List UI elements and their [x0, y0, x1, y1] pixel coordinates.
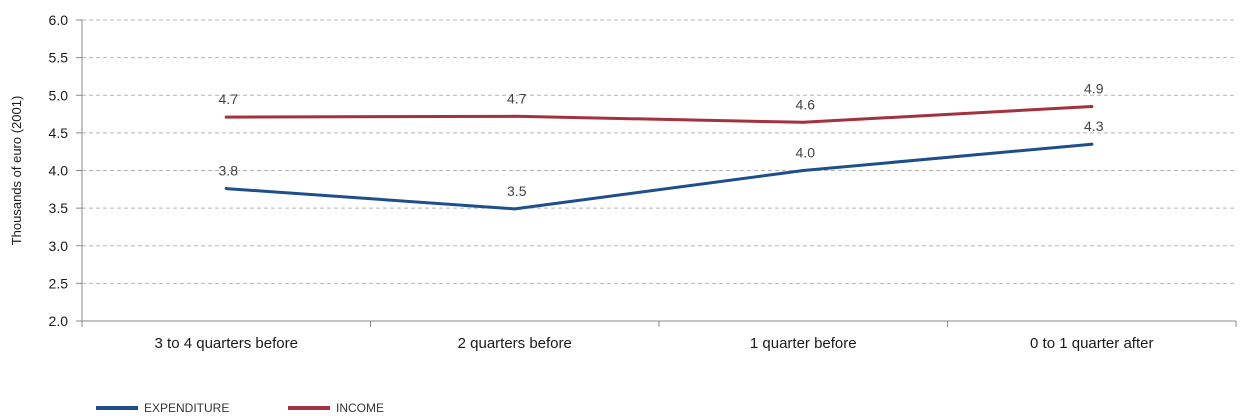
x-tick-label: 3 to 4 quarters before — [155, 335, 298, 352]
x-tick-label: 0 to 1 quarter after — [1030, 335, 1153, 352]
data-labels: 3.8 3.5 4.0 4.3 4.7 4.7 4.6 4.9 — [219, 81, 1104, 199]
data-label-expenditure: 4.3 — [1084, 118, 1104, 134]
y-tick-label: 2.5 — [49, 275, 69, 291]
data-point-expenditure — [801, 169, 805, 172]
y-tick-label: 4.5 — [49, 125, 69, 141]
y-axis-title: Thousands of euro (2001) — [9, 96, 24, 246]
data-point-income — [1090, 105, 1094, 109]
x-tick-label: 1 quarter before — [750, 335, 857, 352]
y-tick-label: 5.0 — [49, 87, 69, 103]
data-point-income — [513, 114, 517, 118]
axes: 2.0 2.5 3.0 3.5 4.0 4.5 5.0 5.5 6.0 3 to 4 quarte… — [9, 12, 1237, 352]
data-point-income — [224, 115, 228, 119]
gridlines — [82, 19, 1236, 284]
y-tick-label: 4.0 — [49, 163, 69, 179]
y-tick-label: 6.0 — [49, 12, 69, 28]
y-tick-label: 2.0 — [49, 313, 69, 329]
data-label-expenditure: 3.8 — [219, 163, 239, 179]
data-label-expenditure: 4.0 — [796, 145, 816, 161]
data-label-income: 4.6 — [796, 96, 816, 112]
legend: EXPENDITURE INCOME — [96, 401, 384, 415]
y-tick-label: 3.5 — [49, 200, 69, 216]
series-line-expenditure — [224, 142, 1094, 211]
data-label-income: 4.9 — [1084, 81, 1104, 97]
y-tick-label: 5.5 — [49, 50, 69, 66]
legend-label-income: INCOME — [336, 401, 384, 415]
data-point-income — [801, 120, 805, 124]
data-label-income: 4.7 — [219, 91, 239, 107]
data-label-income: 4.7 — [507, 90, 527, 106]
data-point-expenditure — [513, 207, 517, 211]
data-point-expenditure — [224, 187, 228, 191]
data-point-expenditure — [1090, 142, 1094, 146]
x-tick-label: 2 quarters before — [458, 335, 572, 352]
series-line-income — [224, 105, 1094, 124]
data-label-expenditure: 3.5 — [507, 183, 527, 199]
series-lines — [224, 105, 1094, 211]
legend-label-expenditure: EXPENDITURE — [144, 401, 229, 415]
y-tick-label: 3.0 — [49, 238, 69, 254]
